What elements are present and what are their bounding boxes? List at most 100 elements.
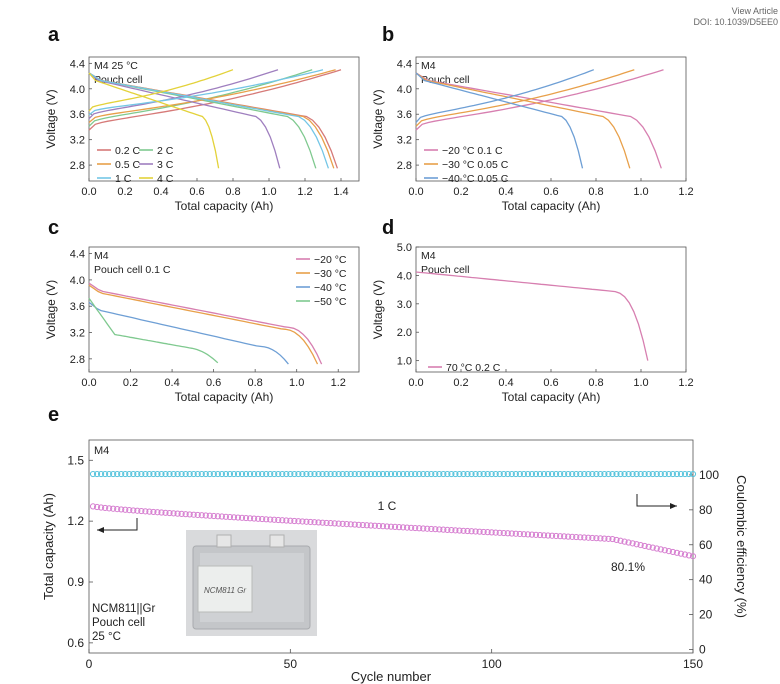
ce-point: [186, 470, 193, 478]
ce-point: [577, 470, 584, 478]
x-tick-label: 0.8: [225, 186, 240, 198]
capacity-point: [444, 526, 451, 533]
capacity-point: [242, 514, 250, 522]
x-tick-label: 150: [683, 657, 703, 671]
y-axis-label: Voltage (V): [371, 280, 385, 339]
capacity-point: [303, 518, 310, 525]
capacity-point: [371, 522, 378, 529]
ce-point: [448, 470, 455, 478]
capacity-point: [226, 513, 234, 521]
capacity-point: [259, 515, 266, 523]
ce-point: [343, 470, 350, 478]
panel-title-line: Pouch cell 0.1 C: [94, 264, 171, 276]
ce-point: [190, 470, 197, 478]
cell-info-line: Pouch cell: [92, 617, 145, 629]
x-tick-label: 1.0: [261, 186, 276, 198]
ce-point: [162, 470, 169, 478]
ce-point: [371, 470, 378, 478]
capacity-point: [279, 517, 286, 524]
capacity-point: [299, 518, 306, 525]
capacity-point: [186, 511, 193, 518]
capacity-point: [315, 519, 322, 526]
capacity-point: [134, 507, 141, 514]
ce-point: [476, 470, 483, 478]
pouch-cell-photo: NCM811 Gr: [186, 530, 317, 636]
capacity-point: [573, 533, 580, 541]
legend-label: −30 °C: [314, 268, 347, 280]
ce-point: [573, 470, 580, 478]
legend-label: −50 °C: [314, 296, 347, 308]
capacity-point: [367, 522, 374, 529]
ce-point: [516, 470, 523, 478]
capacity-point: [561, 533, 568, 540]
ce-point: [645, 470, 652, 478]
ce-point: [428, 470, 435, 478]
ce-point: [512, 470, 519, 478]
ce-point: [589, 470, 596, 478]
y-tick-label: 4.0: [397, 270, 412, 282]
capacity-point: [238, 514, 246, 521]
ce-point: [198, 470, 205, 478]
legend-label: 70 °C 0.2 C: [446, 362, 501, 374]
ce-point: [230, 470, 238, 478]
ce-point: [287, 470, 294, 478]
ce-point: [633, 470, 640, 478]
ce-point: [238, 470, 246, 478]
y-tick-label-left: 0.9: [67, 575, 84, 589]
ce-point: [134, 470, 141, 478]
panel-letter-e: e: [48, 404, 59, 426]
capacity-point: [552, 532, 560, 540]
plot-frame: [88, 246, 360, 373]
ce-point: [347, 470, 354, 478]
ce-point: [271, 470, 278, 478]
capacity-point: [319, 519, 326, 526]
capacity-point: [222, 513, 230, 520]
y-tick-label: 2.8: [70, 160, 85, 172]
capacity-point: [283, 517, 290, 524]
capacity-point: [246, 515, 254, 522]
y-tick-label-left: 1.5: [67, 453, 84, 467]
ce-point: [436, 470, 443, 478]
capacity-point: [110, 505, 117, 512]
y-tick-label-right: 0: [699, 643, 706, 657]
y-tick-label: 4.0: [70, 275, 85, 287]
ce-point: [93, 470, 101, 478]
legend-label: 4 C: [157, 173, 174, 185]
capacity-point: [512, 530, 519, 537]
ce-point: [263, 470, 270, 478]
discharge-curve: [415, 72, 662, 169]
capacity-point: [170, 510, 177, 517]
capacity-point: [343, 521, 350, 528]
view-article-label[interactable]: View Article: [731, 6, 778, 16]
ce-point: [130, 470, 137, 478]
panel-title-line: M4: [94, 250, 109, 262]
ce-point: [327, 470, 334, 478]
capacity-point: [391, 523, 399, 531]
capacity-point: [432, 526, 439, 533]
capacity-point: [548, 532, 556, 539]
ce-point: [234, 470, 242, 478]
capacity-point: [661, 547, 668, 554]
capacity-point: [617, 537, 624, 544]
ce-point: [689, 470, 697, 478]
x-axis-label: Cycle number: [351, 669, 432, 684]
x-tick-label: 1.2: [331, 377, 346, 389]
capacity-point: [347, 521, 354, 528]
legend-label: −40 °C: [314, 282, 347, 294]
capacity-point: [536, 531, 544, 539]
y-axis-label-right: Coulombic efficiency (%): [734, 475, 749, 618]
capacity-point: [665, 547, 672, 555]
x-axis-label: Total capacity (Ah): [502, 199, 601, 213]
capacity-point: [673, 549, 680, 556]
capacity-point: [202, 512, 209, 519]
discharge-curve: [88, 284, 319, 365]
legend-label: 3 C: [157, 159, 174, 171]
capacity-point: [194, 511, 201, 519]
ce-point: [673, 470, 680, 478]
capacity-point: [565, 533, 572, 540]
doi-label: DOI: 10.1039/D5EE0: [693, 17, 778, 27]
discharge-curve: [88, 301, 289, 365]
capacity-point: [424, 525, 431, 532]
capacity-point: [375, 522, 383, 530]
